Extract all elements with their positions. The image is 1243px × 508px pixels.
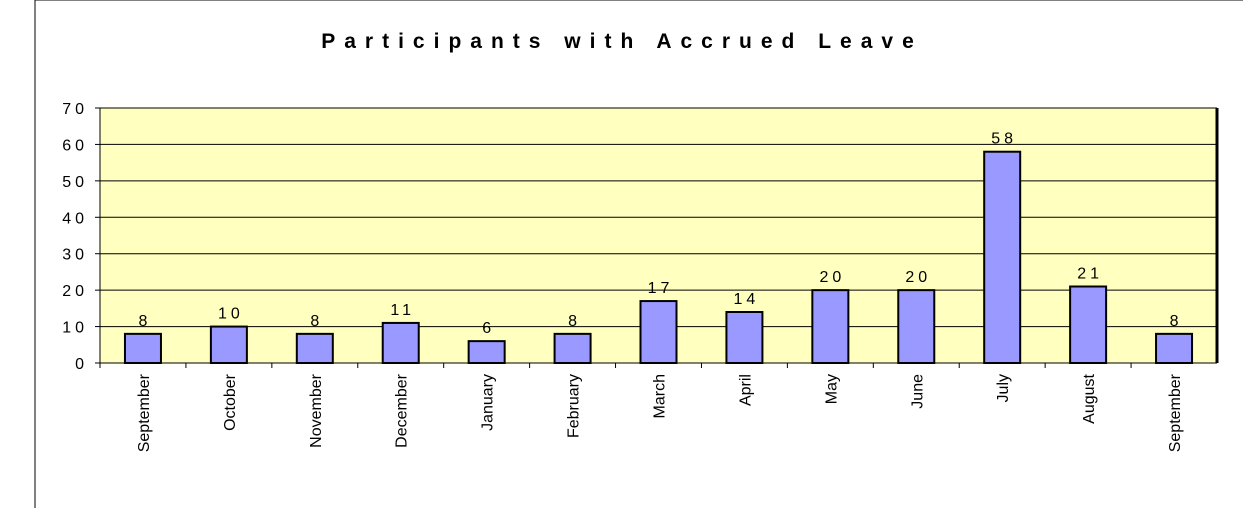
data-label: 10 [218,306,244,323]
x-tick-label: June [909,374,926,409]
x-tick-label: September [1167,373,1184,452]
x-tick-label: January [480,374,497,431]
data-label: 8 [1170,313,1183,330]
x-tick-label: February [566,374,583,438]
bar [983,150,1022,364]
x-tick-label: October [222,373,239,431]
bar [381,321,420,364]
data-label: 21 [1077,266,1103,283]
bar [897,289,936,364]
data-label: 14 [734,291,760,308]
bar [725,311,764,364]
x-tick-label: August [1081,373,1098,423]
y-tick-label: 10 [62,320,88,337]
x-tick-label: May [823,374,840,404]
data-label: 58 [991,131,1017,148]
x-tick-label: July [995,374,1012,402]
x-tick-label: November [308,373,325,447]
x-tick-label: April [737,374,754,406]
bar [1155,332,1194,365]
bar [553,332,592,365]
y-tick-label: 30 [62,247,88,264]
bar [467,340,506,364]
x-tick-label: December [394,373,411,447]
y-tick-label: 70 [62,101,88,118]
data-label: 17 [648,280,674,297]
y-tick-label: 50 [62,174,88,191]
x-tick-label: March [652,374,669,418]
bar [295,332,334,365]
bar [209,325,248,365]
data-label: 8 [310,313,323,330]
bar [811,289,850,364]
data-label: 6 [482,320,495,337]
chart-border [34,0,1243,508]
y-tick-label: 60 [62,137,88,154]
data-label: 11 [390,302,415,319]
y-tick-label: 20 [62,283,88,300]
data-label: 20 [819,269,845,286]
x-tick-label: September [136,373,153,452]
bar [1069,285,1108,364]
y-tick-label: 0 [75,356,88,373]
data-label: 8 [139,313,152,330]
y-tick-label: 40 [62,210,88,227]
chart-title: Participants with Accrued Leave [321,30,923,53]
bar [639,300,678,365]
data-label: 20 [905,269,931,286]
bar [123,332,162,365]
data-label: 8 [568,313,581,330]
